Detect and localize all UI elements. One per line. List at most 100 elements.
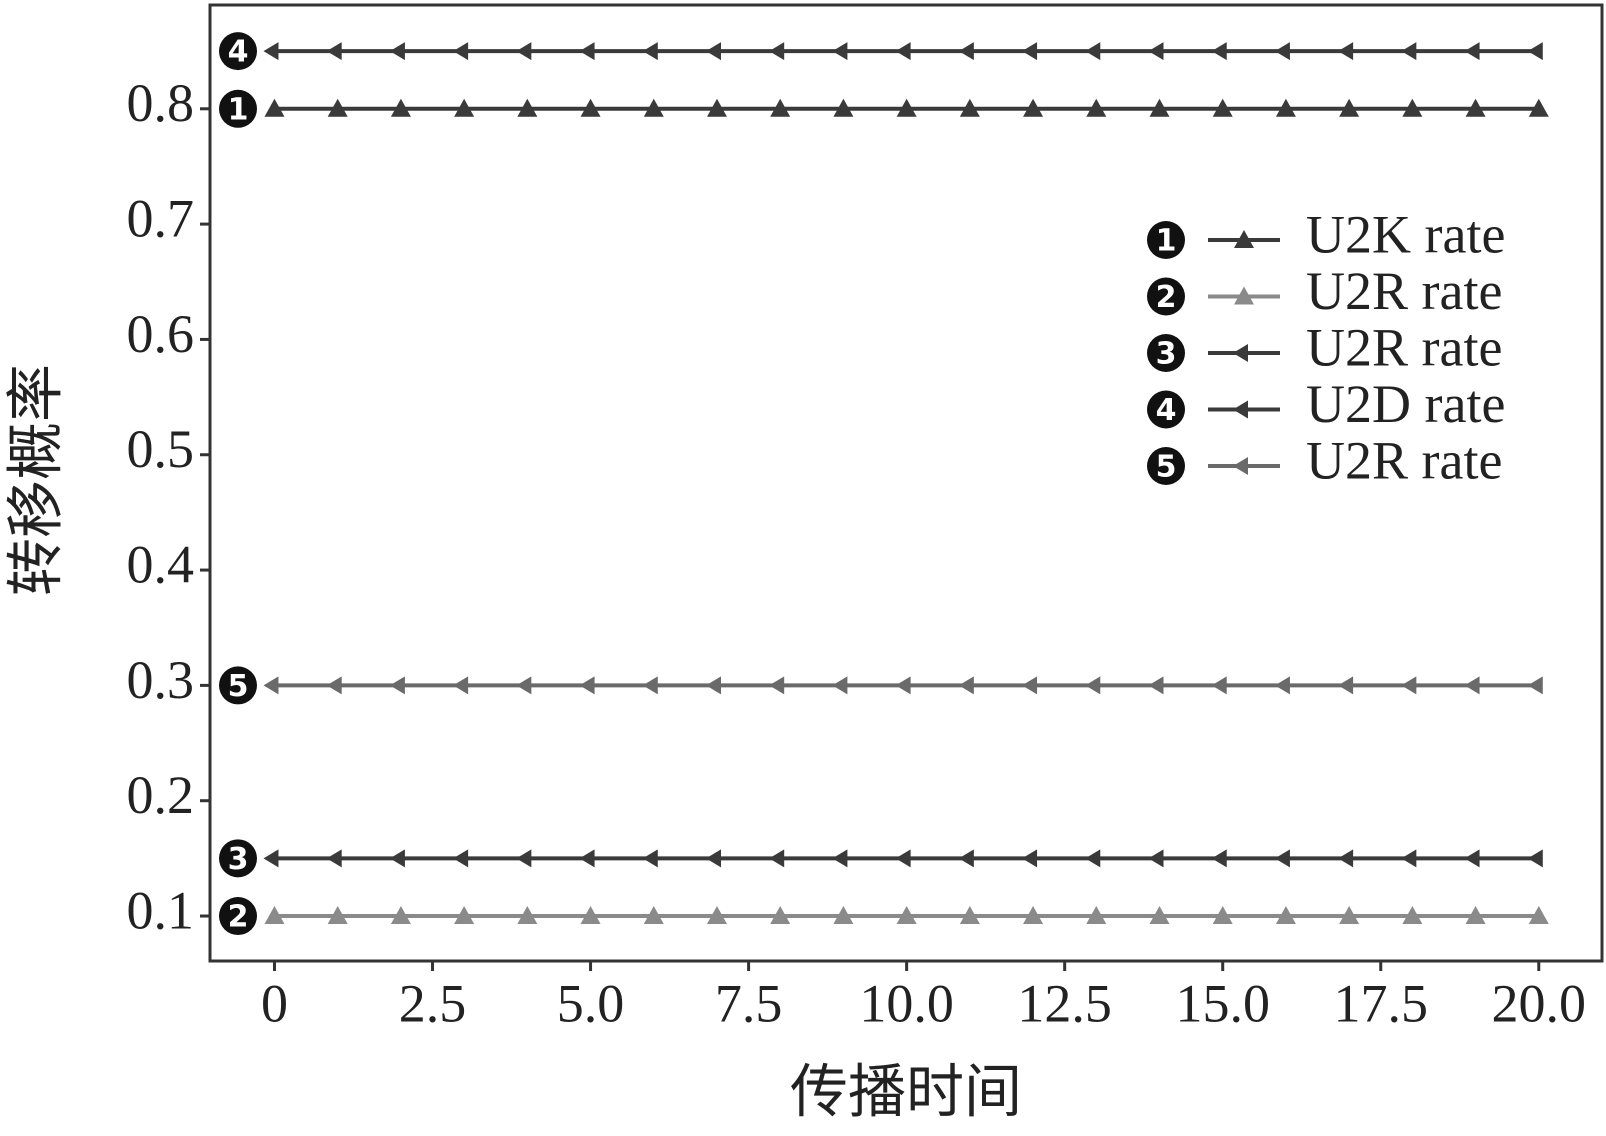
marker [1339, 906, 1360, 925]
badge-label: 3 [228, 842, 249, 877]
legend-label: U2K rate [1306, 204, 1505, 264]
marker [580, 98, 601, 117]
marker [642, 42, 658, 61]
marker [1022, 849, 1038, 868]
marker [327, 906, 348, 925]
marker [895, 42, 911, 61]
plot-frame [208, 3, 1604, 963]
marker [263, 676, 279, 695]
marker [1211, 676, 1227, 695]
marker [1085, 849, 1101, 868]
marker [706, 98, 727, 117]
badge [219, 32, 257, 71]
badge [219, 839, 257, 878]
marker [1148, 849, 1164, 868]
marker [1528, 98, 1549, 117]
badge-label: 2 [1156, 280, 1177, 315]
marker [1464, 42, 1480, 61]
y-tick-label: 0.5 [127, 419, 195, 479]
marker [705, 42, 721, 61]
marker [832, 42, 848, 61]
marker [1086, 98, 1107, 117]
marker [1212, 98, 1233, 117]
marker [1233, 344, 1248, 362]
legend-label: U2R rate [1306, 261, 1502, 321]
marker [1149, 906, 1170, 925]
marker [959, 98, 980, 117]
x-tick-label: 17.5 [1333, 973, 1428, 1033]
marker [389, 676, 405, 695]
marker [1211, 849, 1227, 868]
y-tick-label: 0.3 [127, 650, 195, 710]
marker [1465, 906, 1486, 925]
marker [1233, 400, 1248, 419]
marker [896, 906, 917, 925]
marker [896, 98, 917, 117]
y-tick-label: 0.4 [127, 534, 195, 594]
marker [453, 676, 469, 695]
marker [958, 676, 974, 695]
y-tick-label: 0.8 [127, 73, 195, 133]
marker [579, 42, 595, 61]
marker [833, 98, 854, 117]
marker [1402, 906, 1423, 925]
marker [326, 42, 342, 61]
marker [327, 98, 348, 117]
marker [1401, 849, 1417, 868]
legend-label: U2R rate [1306, 317, 1502, 377]
legend-label: U2D rate [1306, 374, 1505, 434]
badge [1147, 447, 1185, 485]
marker [1274, 676, 1290, 695]
badge-label: 2 [228, 900, 249, 935]
marker [832, 849, 848, 868]
badge-label: 4 [1156, 393, 1177, 428]
marker [770, 98, 791, 117]
marker [1148, 676, 1164, 695]
marker [1401, 676, 1417, 695]
marker [769, 849, 785, 868]
marker [1085, 42, 1101, 61]
marker [326, 676, 342, 695]
marker [454, 98, 475, 117]
marker [453, 849, 469, 868]
marker [1402, 98, 1423, 117]
marker [1275, 906, 1296, 925]
x-tick-label: 12.5 [1017, 973, 1112, 1033]
marker [833, 906, 854, 925]
marker [1528, 906, 1549, 925]
marker [1234, 286, 1254, 305]
badge-label: 5 [228, 669, 249, 704]
marker [1527, 849, 1543, 868]
marker [1338, 849, 1354, 868]
marker [1274, 849, 1290, 868]
marker [642, 676, 658, 695]
marker [1464, 676, 1480, 695]
marker [516, 676, 532, 695]
y-tick-label: 0.7 [127, 188, 195, 248]
marker [517, 906, 538, 925]
marker [1212, 906, 1233, 925]
legend-label: U2R rate [1306, 430, 1502, 490]
marker [1338, 676, 1354, 695]
badge-label: 4 [228, 35, 249, 70]
marker [453, 42, 469, 61]
badge [1147, 277, 1185, 316]
badge [1147, 221, 1185, 259]
y-tick-label: 0.2 [127, 765, 195, 825]
x-tick-label: 20.0 [1492, 973, 1587, 1033]
marker [454, 906, 475, 925]
marker [263, 849, 279, 868]
marker [642, 849, 658, 868]
badge [1147, 390, 1185, 429]
marker [580, 906, 601, 925]
badge [219, 666, 257, 705]
marker [770, 906, 791, 925]
marker [579, 849, 595, 868]
marker [959, 906, 980, 925]
badge-label: 3 [1156, 337, 1177, 372]
marker [390, 98, 411, 117]
marker [705, 676, 721, 695]
marker [1085, 676, 1101, 695]
badge [1147, 334, 1185, 372]
x-axis-label: 传播时间 [790, 1059, 1022, 1124]
